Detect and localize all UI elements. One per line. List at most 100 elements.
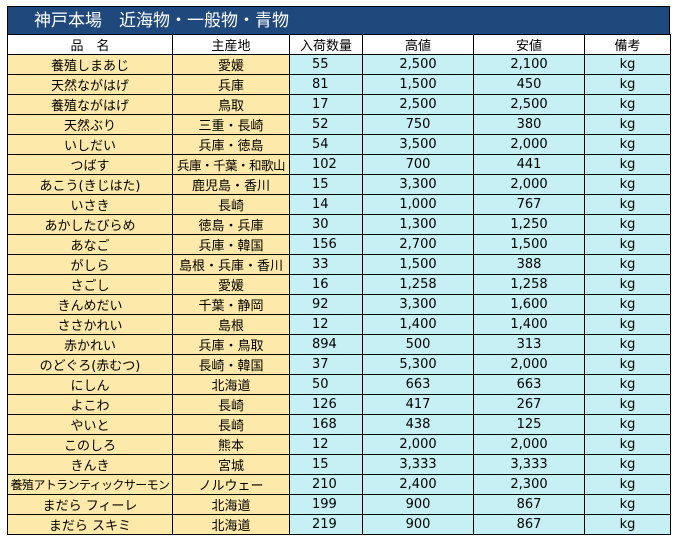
price-table: 品 名 主産地 入荷数量 高値 安値 備考 養殖しまあじ 愛媛 55 2,500 2,1… <box>7 34 671 535</box>
cell-high: 3,300 <box>362 174 474 195</box>
cell-high: 2,500 <box>362 54 474 75</box>
cell-origin: 兵庫・韓国 <box>172 234 290 255</box>
cell-name: まだら スキミ <box>7 514 173 535</box>
cell-high: 750 <box>362 114 474 135</box>
cell-name: やいと <box>7 414 173 435</box>
cell-high: 3,300 <box>362 294 474 315</box>
cell-high: 900 <box>362 494 474 515</box>
cell-high: 3,333 <box>362 454 474 475</box>
cell-high: 3,500 <box>362 134 474 155</box>
cell-high: 5,300 <box>362 354 474 375</box>
table-row: まだら フィーレ 北海道 199 900 867 kg <box>7 494 671 515</box>
table-row: のどぐろ(赤むつ) 長崎・韓国 37 5,300 2,000 kg <box>7 354 671 375</box>
table-row: あこう(きじはた) 鹿児島・香川 15 3,300 2,000 kg <box>7 174 671 195</box>
cell-name: きんき <box>7 454 173 475</box>
cell-unit: kg <box>584 414 671 435</box>
cell-qty: 14 <box>289 194 363 215</box>
cell-name: のどぐろ(赤むつ) <box>7 354 173 375</box>
cell-origin: 兵庫 <box>172 74 290 95</box>
cell-high: 1,500 <box>362 74 474 95</box>
cell-low: 2,000 <box>473 134 585 155</box>
cell-low: 2,000 <box>473 354 585 375</box>
cell-high: 1,258 <box>362 274 474 295</box>
cell-name: いしだい <box>7 134 173 155</box>
cell-origin: 愛媛 <box>172 54 290 75</box>
cell-origin: 長崎 <box>172 394 290 415</box>
table-row: がしら 島根・兵庫・香川 33 1,500 388 kg <box>7 254 671 275</box>
cell-qty: 15 <box>289 454 363 475</box>
cell-name: まだら フィーレ <box>7 494 173 515</box>
cell-low: 441 <box>473 154 585 175</box>
header-origin: 主産地 <box>172 34 290 55</box>
cell-unit: kg <box>584 354 671 375</box>
cell-unit: kg <box>584 114 671 135</box>
cell-qty: 33 <box>289 254 363 275</box>
cell-name: いさき <box>7 194 173 215</box>
cell-low: 2,100 <box>473 54 585 75</box>
cell-high: 2,500 <box>362 94 474 115</box>
cell-high: 1,400 <box>362 314 474 335</box>
table-row: 赤かれい 兵庫・鳥取 894 500 313 kg <box>7 334 671 355</box>
header-low: 安値 <box>473 34 585 55</box>
cell-qty: 17 <box>289 94 363 115</box>
cell-high: 663 <box>362 374 474 395</box>
cell-low: 1,600 <box>473 294 585 315</box>
header-name: 品 名 <box>7 34 173 55</box>
cell-high: 2,400 <box>362 474 474 495</box>
cell-origin: 島根 <box>172 314 290 335</box>
cell-unit: kg <box>584 214 671 235</box>
table-row: よこわ 長崎 126 417 267 kg <box>7 394 671 415</box>
header-note: 備考 <box>584 34 671 55</box>
cell-high: 700 <box>362 154 474 175</box>
cell-unit: kg <box>584 134 671 155</box>
cell-name: さごし <box>7 274 173 295</box>
cell-high: 1,300 <box>362 214 474 235</box>
cell-low: 1,400 <box>473 314 585 335</box>
cell-low: 767 <box>473 194 585 215</box>
table-row: きんめだい 千葉・静岡 92 3,300 1,600 kg <box>7 294 671 315</box>
cell-unit: kg <box>584 54 671 75</box>
cell-low: 313 <box>473 334 585 355</box>
cell-qty: 12 <box>289 314 363 335</box>
cell-origin: 長崎 <box>172 194 290 215</box>
table-row: きんき 宮城 15 3,333 3,333 kg <box>7 454 671 475</box>
header-qty: 入荷数量 <box>289 34 363 55</box>
cell-qty: 168 <box>289 414 363 435</box>
cell-qty: 55 <box>289 54 363 75</box>
cell-origin: 長崎 <box>172 414 290 435</box>
cell-unit: kg <box>584 394 671 415</box>
table-row: ささかれい 島根 12 1,400 1,400 kg <box>7 314 671 335</box>
cell-unit: kg <box>584 434 671 455</box>
cell-origin: 島根・兵庫・香川 <box>172 254 290 275</box>
sheet-title: 神戸本場 近海物・一般物・青物 <box>7 6 670 34</box>
cell-low: 867 <box>473 494 585 515</box>
cell-unit: kg <box>584 254 671 275</box>
cell-qty: 50 <box>289 374 363 395</box>
table-row: このしろ 熊本 12 2,000 2,000 kg <box>7 434 671 455</box>
cell-qty: 219 <box>289 514 363 535</box>
cell-low: 663 <box>473 374 585 395</box>
cell-unit: kg <box>584 474 671 495</box>
cell-low: 388 <box>473 254 585 275</box>
table-row: あかしたびらめ 徳島・兵庫 30 1,300 1,250 kg <box>7 214 671 235</box>
cell-origin: 兵庫・鳥取 <box>172 334 290 355</box>
cell-unit: kg <box>584 514 671 535</box>
cell-origin: 北海道 <box>172 374 290 395</box>
cell-unit: kg <box>584 274 671 295</box>
cell-qty: 156 <box>289 234 363 255</box>
cell-qty: 37 <box>289 354 363 375</box>
cell-low: 1,250 <box>473 214 585 235</box>
cell-name: ささかれい <box>7 314 173 335</box>
cell-name: がしら <box>7 254 173 275</box>
cell-name: 養殖ながはげ <box>7 94 173 115</box>
cell-origin: 兵庫・徳島 <box>172 134 290 155</box>
cell-origin: 北海道 <box>172 494 290 515</box>
cell-low: 125 <box>473 414 585 435</box>
cell-low: 2,300 <box>473 474 585 495</box>
cell-high: 500 <box>362 334 474 355</box>
cell-origin: 熊本 <box>172 434 290 455</box>
cell-origin: 愛媛 <box>172 274 290 295</box>
cell-name: 養殖アトランティックサーモン <box>7 474 173 495</box>
table-row: 養殖ながはげ 鳥取 17 2,500 2,500 kg <box>7 94 671 115</box>
cell-high: 900 <box>362 514 474 535</box>
